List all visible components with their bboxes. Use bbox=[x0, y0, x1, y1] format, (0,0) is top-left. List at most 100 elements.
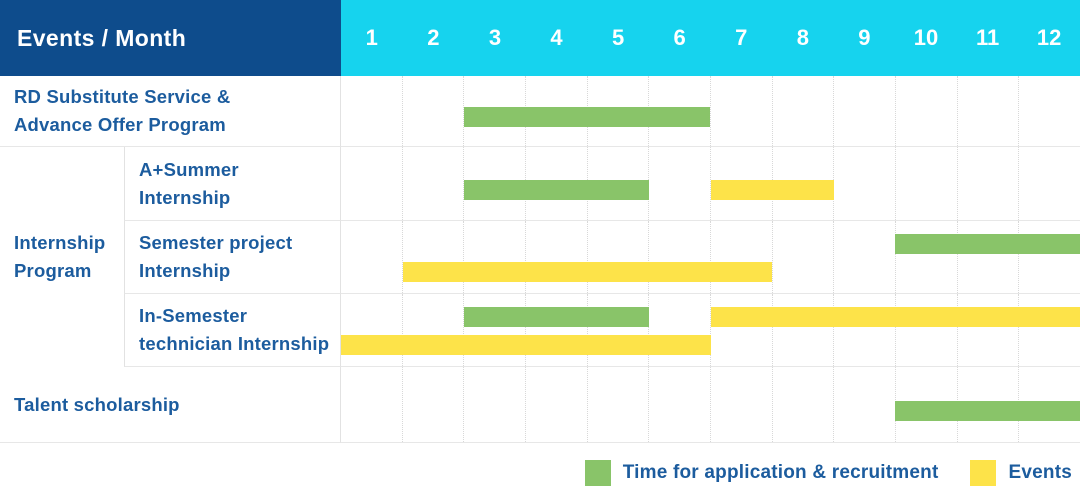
table-row-rd-substitute-service-advance-offer-program: RD Substitute Service & Advance Offer Pro… bbox=[0, 76, 1080, 147]
recruitment-bar-m10-m12 bbox=[895, 234, 1080, 254]
month-column-8 bbox=[771, 76, 834, 146]
month-header-2: 2 bbox=[427, 25, 440, 50]
month-gridlines bbox=[341, 221, 1080, 293]
month-header-strip: 1 2 3 4 5 6 7 8 9 10 11 12 bbox=[341, 0, 1080, 76]
event-bar-m1-m6 bbox=[341, 335, 711, 355]
row-label-line: Advance Offer Program bbox=[14, 114, 226, 135]
month-header-4: 4 bbox=[550, 25, 563, 50]
recruitment-bar-m3-m5 bbox=[464, 307, 649, 327]
month-header-7: 7 bbox=[735, 25, 748, 50]
chart-legend: Time for application & recruitment Events bbox=[584, 458, 1072, 488]
month-header-6: 6 bbox=[673, 25, 686, 50]
row-label-semester-project-internship: Semester project Internship bbox=[124, 221, 341, 294]
month-column-11 bbox=[956, 76, 1019, 146]
month-column-2 bbox=[401, 147, 464, 220]
month-header-5: 5 bbox=[611, 25, 625, 50]
month-column-7 bbox=[710, 221, 772, 293]
month-column-1 bbox=[341, 294, 402, 366]
table-row-semester-project-internship: Semester project Internship bbox=[0, 221, 1080, 294]
month-column-3 bbox=[463, 221, 525, 293]
month-column-10 bbox=[895, 294, 957, 366]
month-column-4 bbox=[525, 221, 587, 293]
event-bar-m7-m12 bbox=[710, 307, 1080, 327]
month-column-1 bbox=[341, 367, 402, 442]
month-column-12 bbox=[1018, 147, 1080, 220]
month-header-1: 1 bbox=[365, 25, 378, 50]
month-column-11 bbox=[956, 147, 1019, 220]
month-column-12 bbox=[1018, 221, 1080, 293]
legend-swatch-event bbox=[970, 460, 997, 486]
table-header-row: Events / Month 1 2 3 4 5 6 7 8 9 10 11 12 bbox=[0, 0, 1080, 76]
legend-label-recruitment: Time for application & recruitment bbox=[622, 462, 939, 483]
month-column-1 bbox=[341, 76, 402, 146]
month-column-9 bbox=[833, 221, 895, 293]
row-label-line: In-Semester bbox=[139, 305, 248, 326]
month-header-12: 12 bbox=[1036, 25, 1062, 50]
row-grid-in-semester-technician-internship bbox=[341, 294, 1080, 367]
row-label-line: Talent scholarship bbox=[14, 393, 180, 415]
month-column-2 bbox=[401, 367, 464, 442]
row-grid-talent-scholarship bbox=[341, 367, 1080, 443]
month-column-5 bbox=[586, 294, 649, 366]
month-column-11 bbox=[956, 294, 1019, 366]
month-column-9 bbox=[833, 147, 895, 220]
month-header-8: 8 bbox=[796, 25, 809, 50]
month-gridlines bbox=[341, 294, 1080, 366]
month-column-3 bbox=[463, 147, 525, 220]
group-label-line: Internship bbox=[14, 232, 106, 253]
month-column-3 bbox=[463, 76, 525, 146]
legend-swatch-recruitment bbox=[584, 460, 611, 486]
month-column-2 bbox=[401, 76, 464, 146]
row-label-line: Internship bbox=[139, 260, 231, 281]
month-column-12 bbox=[1018, 294, 1080, 366]
month-column-10 bbox=[895, 147, 957, 220]
month-column-3 bbox=[463, 294, 525, 366]
row-grid-a-summer-internship bbox=[341, 147, 1080, 221]
month-column-8 bbox=[771, 221, 834, 293]
recruitment-bar-m10-m12 bbox=[895, 400, 1080, 421]
row-label-line: Internship bbox=[139, 186, 231, 208]
month-column-1 bbox=[341, 147, 402, 220]
legend-item-recruitment: Time for application & recruitment bbox=[584, 460, 939, 486]
month-column-6 bbox=[648, 221, 710, 293]
month-column-12 bbox=[1018, 76, 1080, 146]
month-gridlines bbox=[341, 76, 1080, 146]
month-column-9 bbox=[833, 294, 895, 366]
table-row-talent-scholarship: Talent scholarship bbox=[0, 367, 1080, 443]
month-column-6 bbox=[648, 147, 710, 220]
table-row-in-semester-technician-internship: In-Semester technician Internship bbox=[0, 294, 1080, 367]
month-column-7 bbox=[710, 76, 772, 146]
row-label-line: RD Substitute Service & bbox=[14, 86, 231, 107]
row-label-line: Semester project bbox=[139, 232, 293, 253]
month-column-6 bbox=[648, 294, 710, 366]
month-column-8 bbox=[771, 367, 834, 442]
event-bar-m2-m7 bbox=[402, 262, 773, 282]
month-header-3: 3 bbox=[488, 25, 502, 50]
group-label-internship-program: Internship Program bbox=[0, 147, 124, 367]
month-column-7 bbox=[710, 294, 772, 366]
month-column-9 bbox=[833, 367, 895, 442]
row-grid-semester-project-internship bbox=[341, 221, 1080, 294]
month-column-2 bbox=[401, 221, 464, 293]
legend-item-event: Events bbox=[970, 460, 1072, 486]
event-bar-m7-m8 bbox=[710, 179, 834, 200]
row-label-talent-scholarship: Talent scholarship bbox=[0, 367, 341, 443]
month-column-4 bbox=[525, 367, 587, 442]
month-column-5 bbox=[586, 367, 649, 442]
month-column-2 bbox=[401, 294, 464, 366]
month-column-1 bbox=[341, 221, 402, 293]
row-label-rd-substitute-service-advance-offer-program: RD Substitute Service & Advance Offer Pro… bbox=[0, 76, 341, 147]
row-label-line: A+Summer bbox=[139, 158, 239, 180]
row-label-in-semester-technician-internship: In-Semester technician Internship bbox=[124, 294, 341, 367]
table-body: RD Substitute Service & Advance Offer Pro… bbox=[0, 76, 1080, 443]
table-row-a-summer-internship: A+Summer Internship bbox=[0, 147, 1080, 221]
month-column-3 bbox=[463, 367, 525, 442]
month-column-6 bbox=[648, 367, 710, 442]
month-column-11 bbox=[956, 221, 1019, 293]
month-column-10 bbox=[895, 76, 957, 146]
recruitment-bar-m3-m5 bbox=[464, 179, 649, 200]
month-column-10 bbox=[895, 221, 957, 293]
recruitment-bar-m3-m6 bbox=[464, 107, 711, 127]
legend-label-event: Events bbox=[1008, 462, 1072, 483]
